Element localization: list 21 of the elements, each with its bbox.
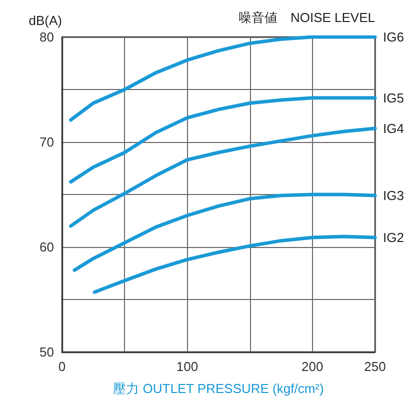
x-axis-title: 壓力 OUTLET PRESSURE (kgf/cm²) (113, 381, 324, 396)
x-tick-label: 0 (58, 359, 66, 374)
y-tick-label: 60 (40, 240, 54, 254)
y-tick-label: 70 (40, 134, 54, 150)
line-series (69, 96, 377, 184)
series-label: IG4 (383, 120, 404, 136)
x-tick-label: 250 (364, 359, 386, 374)
y-axis-title: dB(A) (28, 13, 62, 28)
x-tick-label: 200 (302, 359, 324, 374)
chart-title: 噪音値 NOISE LEVEL (238, 10, 376, 25)
series-label: IG6 (383, 30, 404, 44)
series-label: IG5 (383, 90, 404, 106)
y-tick-label: 50 (40, 344, 54, 360)
series-label: IG3 (383, 188, 404, 204)
line-series (92, 234, 377, 294)
series-label: IG2 (383, 230, 404, 246)
line-series (72, 192, 377, 272)
line-series (69, 126, 377, 228)
x-tick-label: 100 (176, 359, 198, 374)
line-series (69, 35, 377, 122)
y-tick-label: 80 (40, 30, 54, 44)
